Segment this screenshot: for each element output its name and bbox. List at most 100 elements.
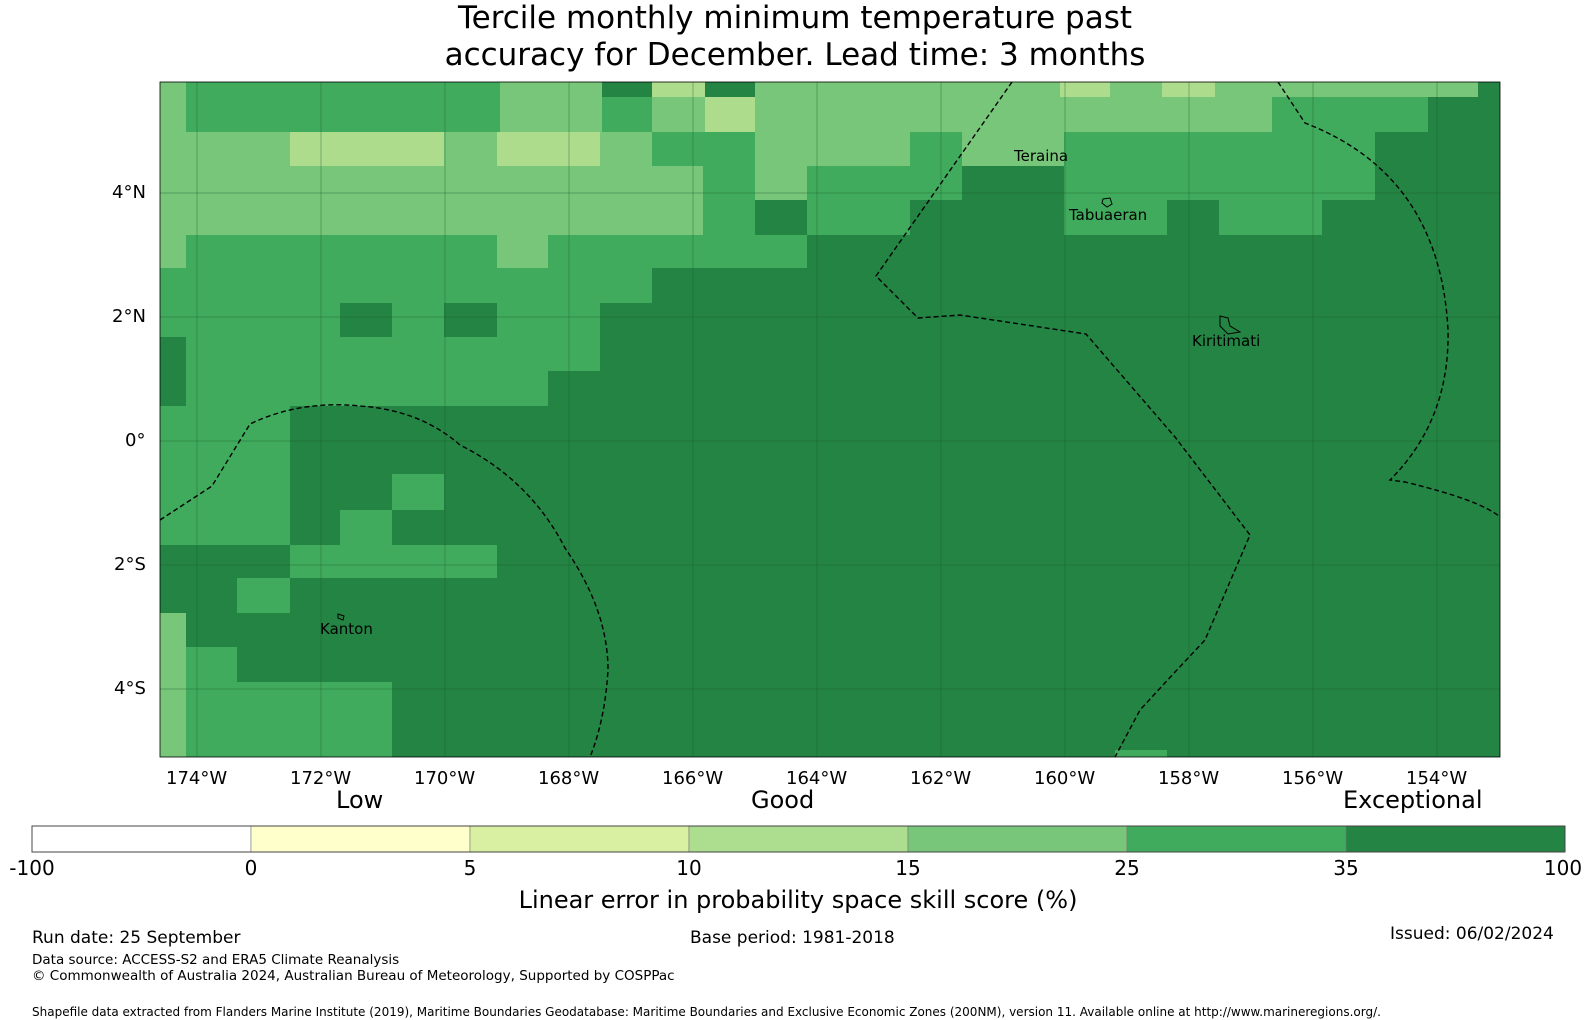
place-label-tabuaeran: Tabuaeran xyxy=(1069,206,1148,224)
skill-cell xyxy=(160,235,548,268)
skill-cell xyxy=(755,132,910,166)
skill-cell xyxy=(290,545,497,578)
lat-tick-0: 0° xyxy=(125,430,146,451)
lon-tick: 162°W xyxy=(910,768,972,789)
colorbar-tick: 35 xyxy=(1333,856,1359,880)
skill-cell xyxy=(186,647,237,757)
copyright: © Commonwealth of Australia 2024, Austra… xyxy=(32,968,675,984)
colorbar-segment xyxy=(250,825,471,853)
skill-cell xyxy=(500,82,602,132)
skill-cell xyxy=(237,682,392,757)
lon-tick: 170°W xyxy=(414,768,476,789)
skill-cell xyxy=(1272,97,1428,132)
lon-tick: 156°W xyxy=(1282,768,1344,789)
colorbar-segment xyxy=(688,825,909,853)
skill-cell xyxy=(1064,132,1375,166)
map-gridlines xyxy=(160,82,1500,757)
lat-tick-4n: 4°N xyxy=(112,182,146,203)
lon-tick: 154°W xyxy=(1406,768,1468,789)
skill-cell xyxy=(160,406,290,545)
colorbar-tick: 15 xyxy=(895,856,921,880)
skill-cell xyxy=(1060,82,1110,97)
colorbar-segments xyxy=(31,825,1566,853)
colorbar-segment xyxy=(469,825,690,853)
lat-tick-4s: 4°S xyxy=(114,678,146,699)
skill-cell xyxy=(340,303,392,337)
skill-cell xyxy=(602,97,652,132)
lon-tick: 160°W xyxy=(1034,768,1096,789)
colorbar-label-low: Low xyxy=(336,786,384,814)
skill-cell xyxy=(237,578,290,613)
place-label-kiritimati: Kiritimati xyxy=(1192,332,1261,350)
skill-cell xyxy=(1162,82,1215,97)
skill-cell xyxy=(160,82,500,132)
colorbar-tick: 100 xyxy=(1543,856,1583,880)
colorbar-tick: 0 xyxy=(244,856,258,880)
colorbar-segment xyxy=(1126,825,1347,853)
skill-cell xyxy=(755,200,807,235)
lat-tick-2s: 2°S xyxy=(114,554,146,575)
base-period: Base period: 1981-2018 xyxy=(690,928,895,948)
skill-grid xyxy=(160,82,1500,757)
lon-tick: 172°W xyxy=(290,768,352,789)
skill-cell xyxy=(910,132,962,166)
lon-tick: 168°W xyxy=(538,768,600,789)
skill-cell xyxy=(444,303,497,337)
skill-cell xyxy=(1064,166,1375,200)
colorbar-tick: 5 xyxy=(463,856,477,880)
eez-boundary-phoenix xyxy=(160,404,609,757)
skill-cell xyxy=(652,82,705,97)
island-outlines xyxy=(337,197,1242,621)
skill-cell xyxy=(705,97,755,132)
skill-cell xyxy=(962,166,1064,235)
lon-tick: 164°W xyxy=(786,768,848,789)
lat-tick-2n: 2°N xyxy=(112,306,146,327)
skill-cell xyxy=(497,235,548,268)
skill-cell xyxy=(652,97,705,132)
place-label-kanton: Kanton xyxy=(320,620,373,638)
lon-tick: 158°W xyxy=(1158,768,1220,789)
chart-title: Tercile monthly minimum temperature past… xyxy=(0,0,1590,74)
skill-cell xyxy=(186,371,548,406)
skill-cell xyxy=(160,166,703,235)
eez-boundary-line-islands-north xyxy=(875,82,1251,757)
colorbar-frame xyxy=(31,825,1566,853)
skill-cell xyxy=(1219,200,1322,235)
skill-cell xyxy=(548,235,807,268)
issued-date: Issued: 06/02/2024 xyxy=(1390,924,1554,944)
skill-cell xyxy=(755,166,807,200)
skill-cell xyxy=(160,613,186,757)
skill-cell xyxy=(1064,200,1167,235)
skill-cell xyxy=(497,132,600,166)
skill-cell xyxy=(600,132,652,166)
colorbar-label-exceptional: Exceptional xyxy=(1343,786,1483,814)
skill-cell xyxy=(160,132,290,166)
colorbar-title: Linear error in probability space skill … xyxy=(518,886,1078,914)
shapefile-credit: Shapefile data extracted from Flanders M… xyxy=(32,1005,1381,1019)
eez-boundary-east xyxy=(1277,82,1500,518)
skill-cell xyxy=(1272,82,1478,97)
skill-cell xyxy=(290,132,444,166)
colorbar-tick: -100 xyxy=(9,856,55,880)
colorbar-label-good: Good xyxy=(751,786,815,814)
skill-cell xyxy=(962,132,1064,166)
colorbar-tick: 25 xyxy=(1114,856,1140,880)
map-frame xyxy=(159,81,1501,758)
skill-cell xyxy=(392,474,444,510)
skill-cell xyxy=(444,132,497,166)
skill-cell xyxy=(1115,750,1167,757)
title-line-1: Tercile monthly minimum temperature past xyxy=(457,0,1133,36)
colorbar-tick: 10 xyxy=(676,856,702,880)
colorbar-segment xyxy=(1345,825,1566,853)
run-date: Run date: 25 September xyxy=(32,928,241,948)
skill-cell xyxy=(160,337,186,406)
kanton-island xyxy=(337,613,345,621)
data-source: Data source: ACCESS-S2 and ERA5 Climate … xyxy=(32,952,400,968)
skill-cell xyxy=(1375,132,1500,166)
skill-cell xyxy=(160,268,652,303)
skill-cell xyxy=(755,82,1060,132)
skill-cell xyxy=(652,132,755,166)
eez-boundaries xyxy=(160,82,1500,757)
